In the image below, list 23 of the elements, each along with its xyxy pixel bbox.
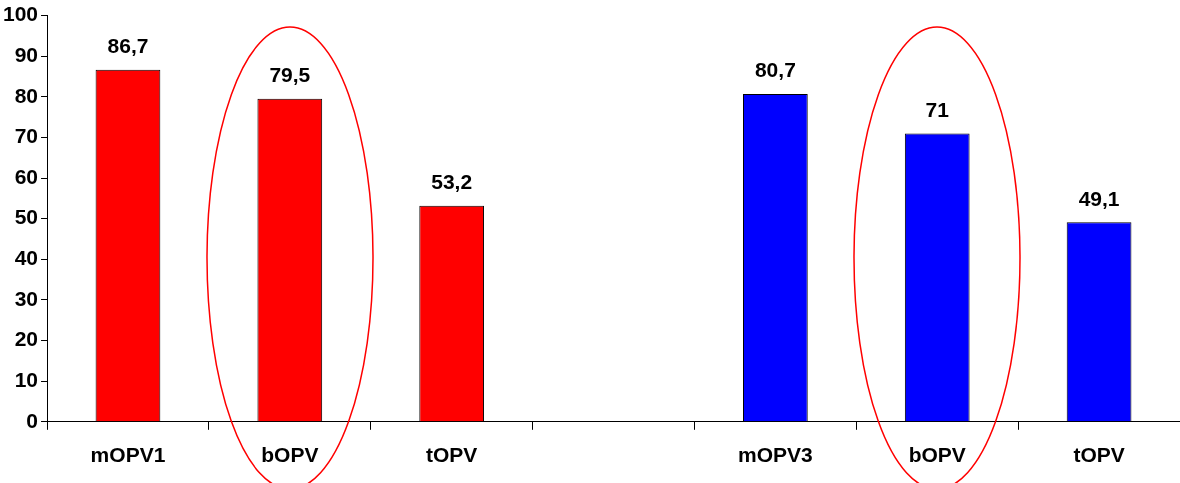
data-label: 71 xyxy=(925,97,950,121)
y-tick-label: 90 xyxy=(14,43,39,67)
x-tick-label: bOPV xyxy=(908,443,966,467)
y-tick-label: 80 xyxy=(14,83,39,107)
x-tick-label: mOPV3 xyxy=(738,443,813,467)
y-tick-label: 60 xyxy=(14,164,39,188)
y-tick-label: 50 xyxy=(14,205,39,229)
data-label: 80,7 xyxy=(754,58,796,82)
x-tick-label: mOPV1 xyxy=(90,443,166,467)
y-tick-label: 100 xyxy=(2,2,39,26)
y-tick-label: 40 xyxy=(14,246,39,270)
x-tick-label: tOPV xyxy=(426,443,478,467)
data-label: 79,5 xyxy=(269,63,311,87)
x-tick-label: bOPV xyxy=(261,443,319,467)
y-tick-label: 70 xyxy=(14,124,39,148)
x-tick-label: tOPV xyxy=(1073,443,1125,467)
y-tick-label: 30 xyxy=(14,286,39,310)
data-label: 53,2 xyxy=(431,170,473,193)
y-tick-label: 10 xyxy=(14,367,39,391)
data-label: 49,1 xyxy=(1078,186,1120,210)
y-tick-label: 0 xyxy=(26,408,39,432)
data-label: 86,7 xyxy=(107,33,149,57)
y-tick-label: 20 xyxy=(14,327,39,351)
